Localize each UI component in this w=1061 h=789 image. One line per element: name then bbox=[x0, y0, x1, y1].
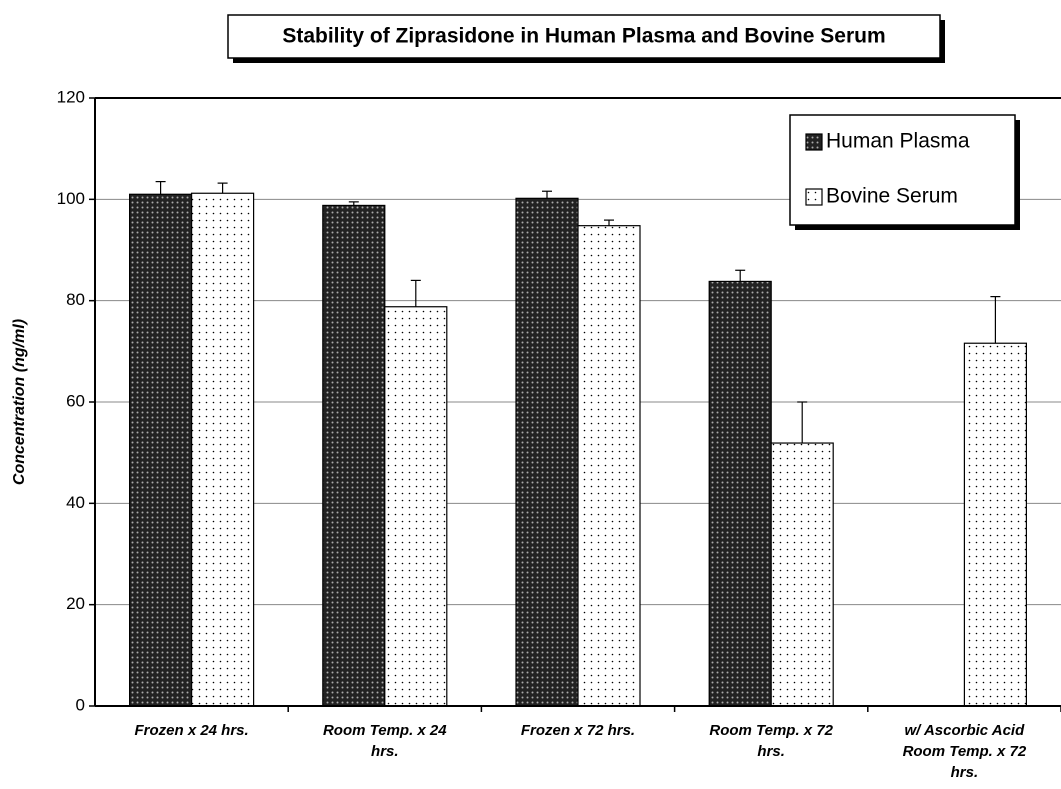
bar bbox=[384, 306, 448, 707]
bar bbox=[708, 280, 772, 707]
bar bbox=[129, 193, 193, 707]
y-tick-label: 40 bbox=[66, 493, 85, 512]
y-tick-label: 60 bbox=[66, 391, 85, 410]
y-tick-label: 120 bbox=[57, 87, 85, 106]
x-tick-label: Room Temp. x 24 hrs. bbox=[322, 722, 447, 760]
bar bbox=[515, 197, 579, 707]
x-tick-label: Frozen x 24 hrs. bbox=[134, 722, 249, 739]
legend-swatch bbox=[805, 188, 823, 206]
bar bbox=[963, 342, 1028, 707]
x-tick-label: Room Temp. x 72 hrs. bbox=[709, 722, 833, 760]
bar bbox=[322, 204, 386, 707]
bar bbox=[770, 442, 834, 707]
y-tick-label: 100 bbox=[57, 189, 85, 208]
bar bbox=[191, 192, 255, 707]
legend bbox=[789, 114, 1016, 226]
legend-swatch bbox=[805, 133, 823, 151]
y-tick-label: 80 bbox=[66, 290, 85, 309]
chart-title: Stability of Ziprasidone in Human Plasma… bbox=[282, 25, 885, 48]
bar bbox=[577, 225, 641, 707]
legend-label: Human Plasma bbox=[826, 130, 970, 153]
title-box bbox=[227, 14, 941, 59]
y-tick-label: 20 bbox=[66, 594, 85, 613]
x-tick-label: Frozen x 72 hrs. bbox=[520, 722, 636, 739]
y-tick-label: 0 bbox=[76, 695, 85, 714]
legend-label: Bovine Serum bbox=[826, 185, 958, 208]
y-axis-label: Concentration (ng/ml) bbox=[11, 319, 28, 485]
x-tick-label: w/ Ascorbic Acid Room Temp. x 72 hrs. bbox=[902, 722, 1027, 781]
